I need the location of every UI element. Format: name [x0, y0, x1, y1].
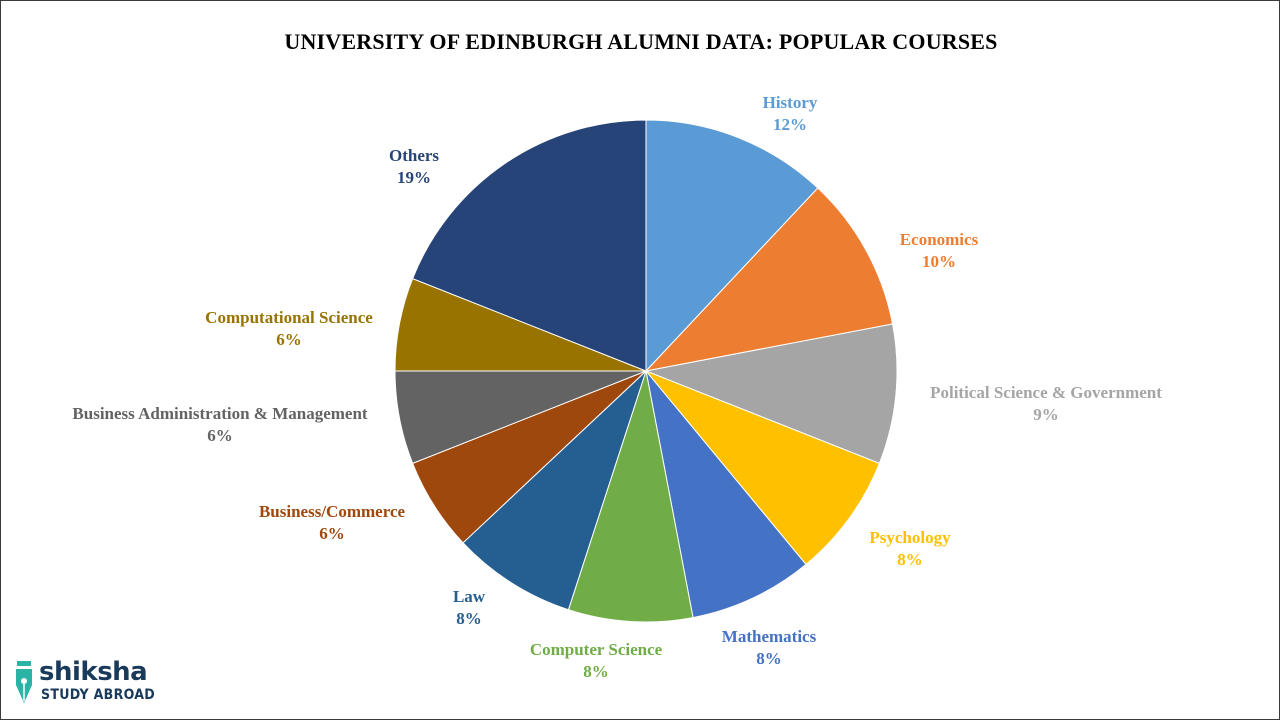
slice-category-label: Computational Science — [205, 308, 373, 327]
pie-slice-psychology — [645, 370, 881, 566]
pie-slice-political-science-government — [644, 323, 898, 465]
slice-percent-label: 6% — [319, 524, 345, 543]
slice-category-label: Mathematics — [721, 627, 817, 646]
slice-label-law: Law 8% — [453, 586, 485, 630]
slice-category-label: Business/Commerce — [258, 502, 406, 521]
slice-label-business-commerce: Business/Commerce 6% — [259, 501, 405, 545]
slice-percent-label: 19% — [396, 168, 431, 187]
pie-slice-law — [462, 370, 647, 611]
slice-label-computer-science: Computer Science 8% — [530, 639, 662, 683]
slice-category-label: Psychology — [869, 528, 951, 547]
chart-title: UNIVERSITY OF EDINBURGH ALUMNI DATA: POP… — [284, 29, 998, 54]
slice-label-computational-science: Computational Science 6% — [205, 307, 373, 351]
slice-label-economics: Economics 10% — [900, 229, 978, 273]
pen-nib-icon — [16, 661, 32, 703]
slice-category-label: Economics — [899, 230, 979, 249]
slice-category-label: History — [762, 93, 818, 112]
logo-subtitle: STUDY ABROAD — [41, 687, 156, 703]
slice-category-label: Law — [452, 587, 486, 606]
pie-slice-mathematics — [645, 370, 807, 619]
slice-category-label: Computer Science — [529, 640, 663, 659]
slice-percent-label: 6% — [276, 330, 302, 349]
slice-percent-label: 8% — [583, 662, 609, 681]
slice-percent-label: 8% — [756, 649, 782, 668]
logo-wordmark: shiksha — [39, 657, 148, 687]
slice-label-psychology: Psychology 8% — [869, 527, 950, 571]
pie-slice-history — [645, 119, 819, 373]
slice-percent-label: 8% — [897, 550, 923, 569]
pie-slice-computer-science — [567, 370, 694, 623]
pie-slice-others — [411, 119, 647, 372]
slice-label-business-administration-management: Business Administration & Management 6% — [72, 403, 367, 447]
slice-label-mathematics: Mathematics 8% — [722, 626, 816, 670]
slice-percent-label: 9% — [1033, 405, 1059, 424]
slice-percent-label: 12% — [773, 115, 807, 134]
slice-percent-label: 6% — [207, 426, 233, 445]
shiksha-logo: shiksha STUDY ABROAD — [13, 657, 163, 709]
slice-category-label: Business Administration & Management — [72, 404, 368, 423]
pie-slice-economics — [644, 187, 894, 372]
slice-category-label: Others — [388, 146, 440, 165]
slice-percent-label: 10% — [921, 252, 956, 271]
slice-label-history: History 12% — [763, 92, 818, 136]
slice-category-label: Political Science & Government — [930, 383, 1162, 402]
slice-label-others: Others 19% — [389, 145, 439, 189]
slice-label-political-science-government: Political Science & Government 9% — [930, 382, 1162, 426]
slice-percent-label: 8% — [456, 609, 482, 628]
